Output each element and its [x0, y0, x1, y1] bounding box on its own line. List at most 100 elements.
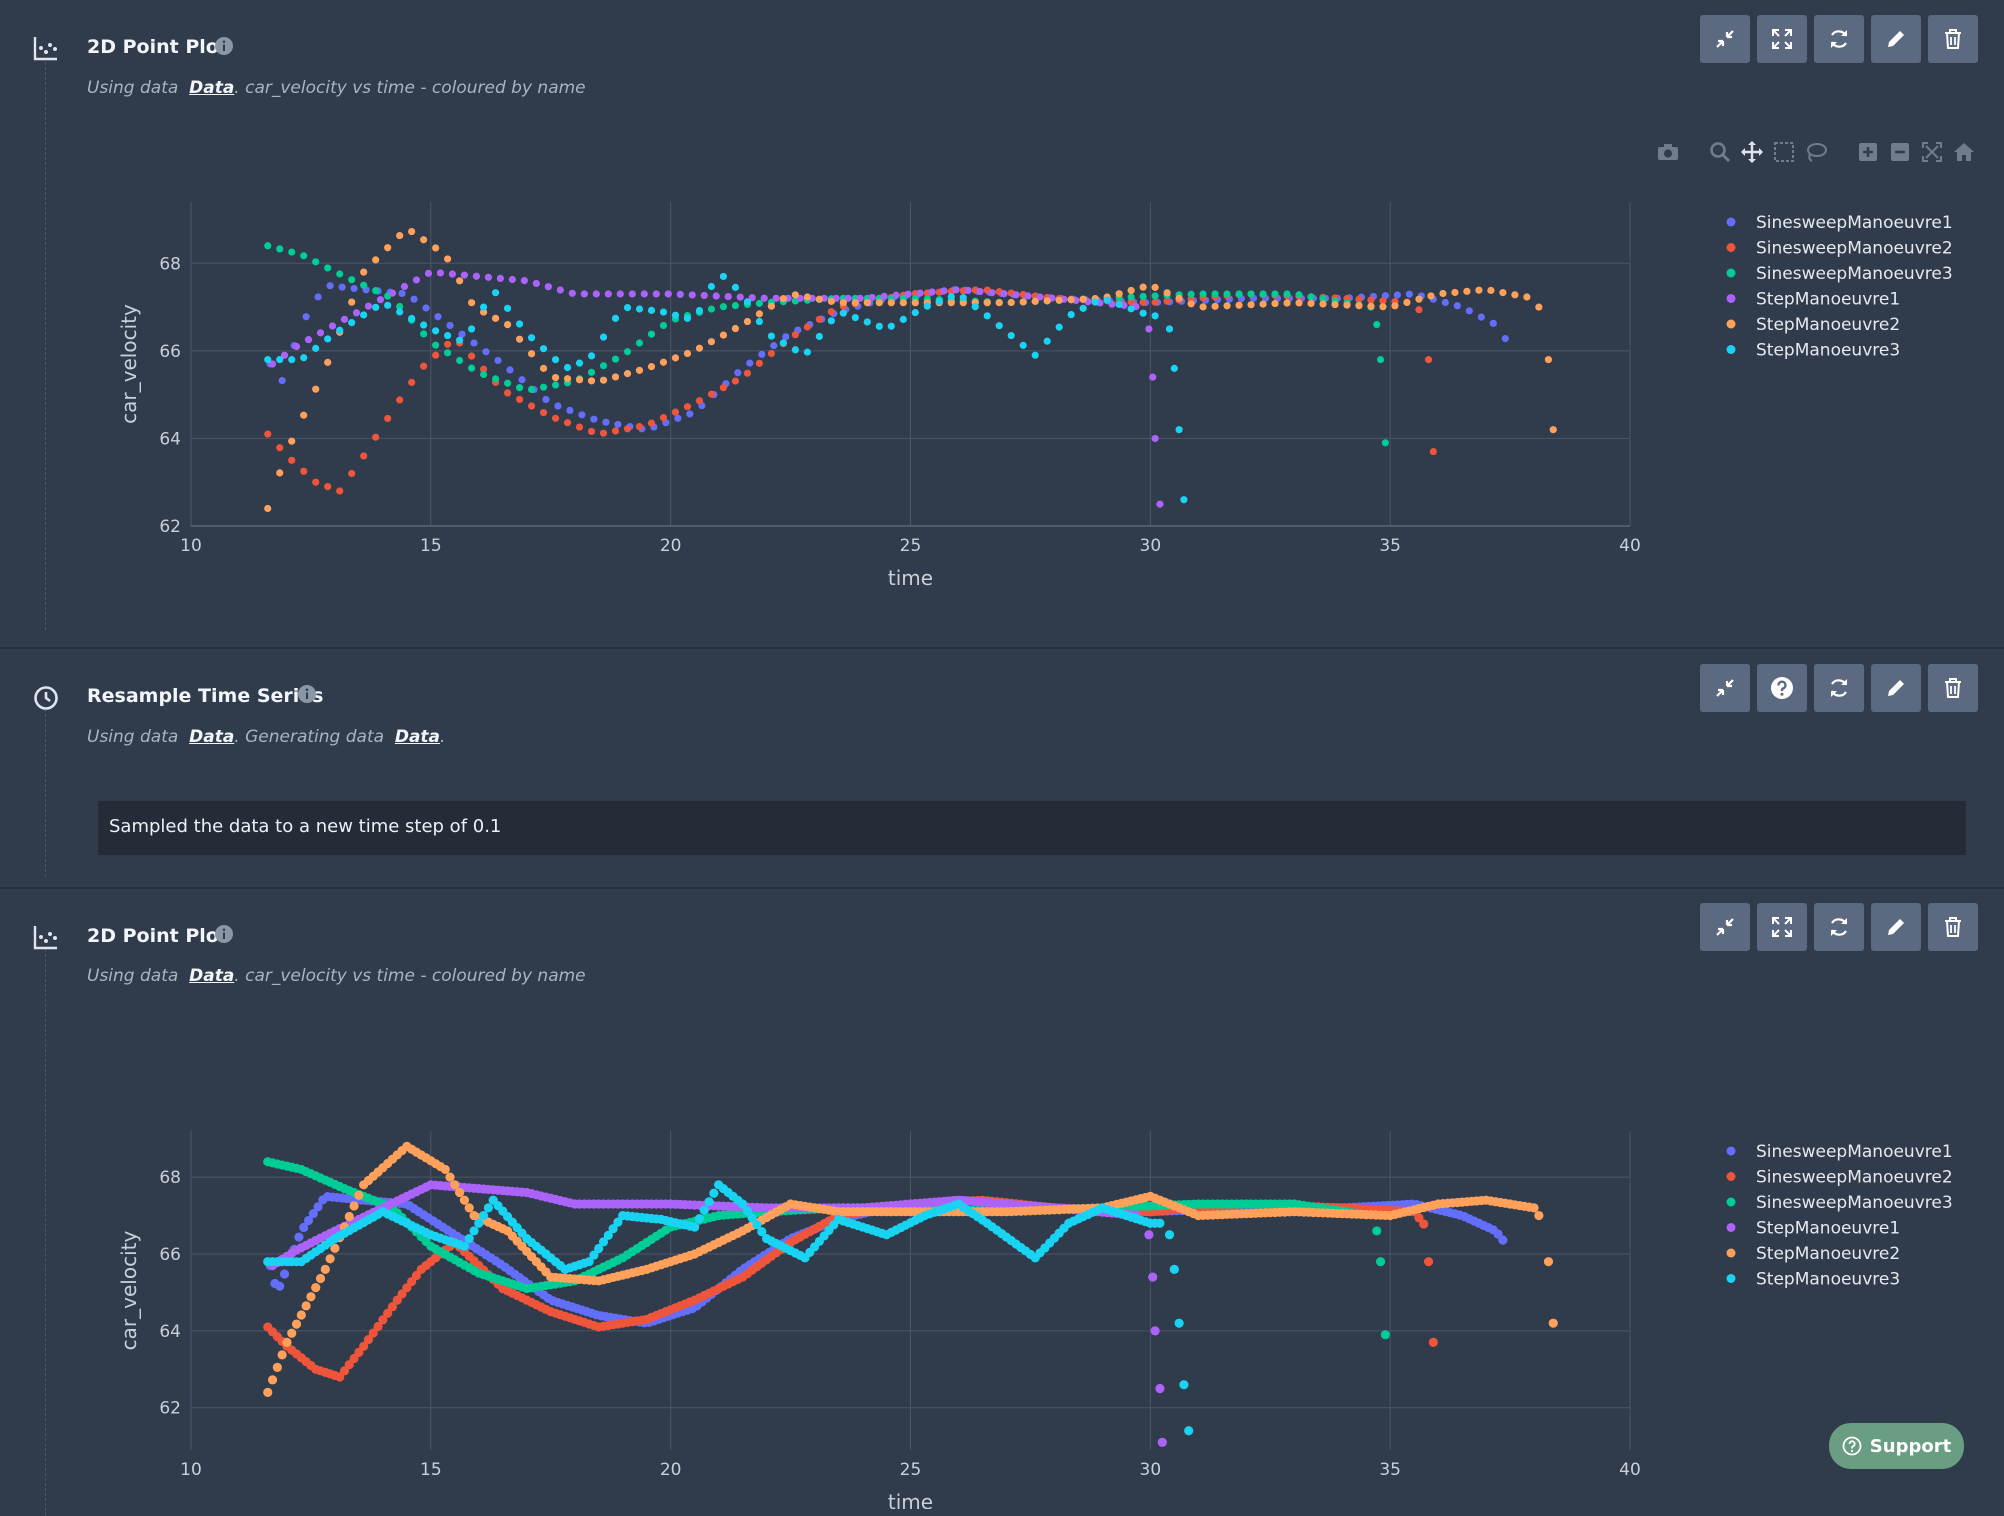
data-point — [707, 338, 716, 346]
data-point — [815, 295, 823, 303]
help-button[interactable] — [1757, 664, 1807, 712]
data-point — [671, 354, 680, 362]
legend-marker[interactable] — [1726, 345, 1736, 354]
legend-marker[interactable] — [1726, 243, 1736, 252]
data-point — [460, 271, 469, 279]
info-icon[interactable] — [214, 36, 234, 56]
data-point — [422, 304, 430, 312]
legend-marker[interactable] — [1726, 217, 1736, 227]
data-point — [264, 242, 272, 250]
legend-marker[interactable] — [1726, 1172, 1736, 1181]
legend-marker[interactable] — [1726, 1146, 1736, 1156]
data-point — [539, 383, 548, 391]
legend-marker[interactable] — [1726, 1223, 1736, 1232]
data-link[interactable]: Data — [189, 78, 235, 98]
x-tick-label: 20 — [660, 536, 682, 556]
data-point — [803, 323, 811, 331]
data-point — [276, 444, 284, 452]
zoom-in-icon[interactable] — [1856, 140, 1880, 164]
x-tick-label: 20 — [660, 1460, 682, 1480]
legend-marker[interactable] — [1726, 1248, 1736, 1258]
minimize-icon — [1716, 679, 1734, 697]
legend-marker[interactable] — [1726, 1197, 1736, 1207]
legend-item-label[interactable]: SinesweepManoeuvre1 — [1756, 213, 1953, 233]
data-point — [1151, 298, 1159, 306]
legend-marker[interactable] — [1726, 1274, 1736, 1283]
minimize-button[interactable] — [1700, 903, 1750, 951]
refresh-button[interactable] — [1814, 664, 1864, 712]
legend-item-label[interactable]: SinesweepManoeuvre3 — [1756, 1193, 1953, 1213]
minimize-button[interactable] — [1700, 15, 1750, 63]
legend-marker[interactable] — [1726, 294, 1736, 303]
legend-item-label[interactable]: StepManoeuvre1 — [1756, 1219, 1900, 1239]
legend-item-label[interactable]: SinesweepManoeuvre2 — [1756, 239, 1953, 259]
data-point — [1376, 356, 1385, 364]
scatter-plot-1[interactable]: 10 15 20 25 30 35 40 62 64 66 68 time car_velocity Si… — [0, 140, 2004, 600]
edit-button[interactable] — [1871, 903, 1921, 951]
data-link[interactable]: Data — [189, 966, 235, 986]
reset-axes-icon[interactable] — [1952, 140, 1976, 164]
data-point — [360, 452, 368, 460]
data-point — [587, 352, 596, 360]
edit-button[interactable] — [1871, 664, 1921, 712]
data-point — [964, 286, 972, 295]
delete-button[interactable] — [1928, 664, 1978, 712]
data-point — [772, 294, 780, 302]
data-point — [368, 1328, 378, 1338]
data-point — [515, 335, 524, 343]
data-point — [899, 299, 907, 307]
legend-item-label[interactable]: StepManoeuvre2 — [1756, 315, 1900, 335]
refresh-icon — [1831, 918, 1847, 936]
data-point — [724, 292, 732, 301]
refresh-button[interactable] — [1814, 15, 1864, 63]
plot-modebar — [1656, 140, 1976, 164]
subtitle-suffix: . car_velocity vs time - coloured by nam… — [234, 78, 586, 98]
scatter-plot-2[interactable]: 10 15 20 25 30 35 40 62 64 66 68 time car_velocity Si… — [0, 1069, 2004, 1509]
data-point — [904, 290, 912, 298]
legend-item-label[interactable]: StepManoeuvre2 — [1756, 1244, 1900, 1264]
data-point — [1163, 289, 1171, 297]
zoom-icon[interactable] — [1708, 140, 1732, 164]
legend-item-label[interactable]: StepManoeuvre3 — [1756, 1270, 1900, 1290]
refresh-button[interactable] — [1814, 903, 1864, 951]
legend-marker[interactable] — [1726, 319, 1736, 329]
data-point — [1164, 1230, 1175, 1240]
autoscale-icon[interactable] — [1920, 140, 1944, 164]
camera-icon[interactable] — [1656, 140, 1680, 164]
zoom-out-icon[interactable] — [1888, 140, 1912, 164]
data-point — [308, 1209, 318, 1219]
pan-icon[interactable] — [1740, 140, 1764, 164]
delete-button[interactable] — [1928, 903, 1978, 951]
maximize-button[interactable] — [1757, 903, 1807, 951]
data-point — [712, 292, 720, 300]
data-point — [598, 1237, 609, 1247]
support-button[interactable]: Support — [1829, 1423, 1964, 1469]
data-point — [278, 377, 286, 385]
data-point — [1498, 1235, 1508, 1245]
box-select-icon[interactable] — [1772, 140, 1796, 164]
legend-item-label[interactable]: SinesweepManoeuvre2 — [1756, 1168, 1953, 1188]
legend-marker[interactable] — [1726, 268, 1736, 278]
data-point — [264, 356, 272, 364]
data-point — [1149, 373, 1157, 381]
data-point — [1165, 325, 1174, 333]
minimize-button[interactable] — [1700, 664, 1750, 712]
legend-item-label[interactable]: StepManoeuvre1 — [1756, 290, 1900, 310]
data-point — [372, 433, 380, 441]
legend-item-label[interactable]: StepManoeuvre3 — [1756, 341, 1900, 361]
data-point — [1055, 296, 1063, 304]
info-icon[interactable] — [214, 924, 234, 944]
data-point — [815, 315, 823, 323]
input-data-link[interactable]: Data — [189, 727, 235, 747]
maximize-button[interactable] — [1757, 15, 1807, 63]
data-point — [420, 330, 428, 338]
data-point — [736, 293, 744, 301]
edit-button[interactable] — [1871, 15, 1921, 63]
data-point — [1331, 300, 1339, 309]
info-icon[interactable] — [297, 684, 317, 704]
legend-item-label[interactable]: SinesweepManoeuvre1 — [1756, 1142, 1953, 1162]
legend-item-label[interactable]: SinesweepManoeuvre3 — [1756, 264, 1953, 284]
output-data-link[interactable]: Data — [394, 727, 441, 747]
lasso-icon[interactable] — [1804, 140, 1828, 164]
delete-button[interactable] — [1928, 15, 1978, 63]
